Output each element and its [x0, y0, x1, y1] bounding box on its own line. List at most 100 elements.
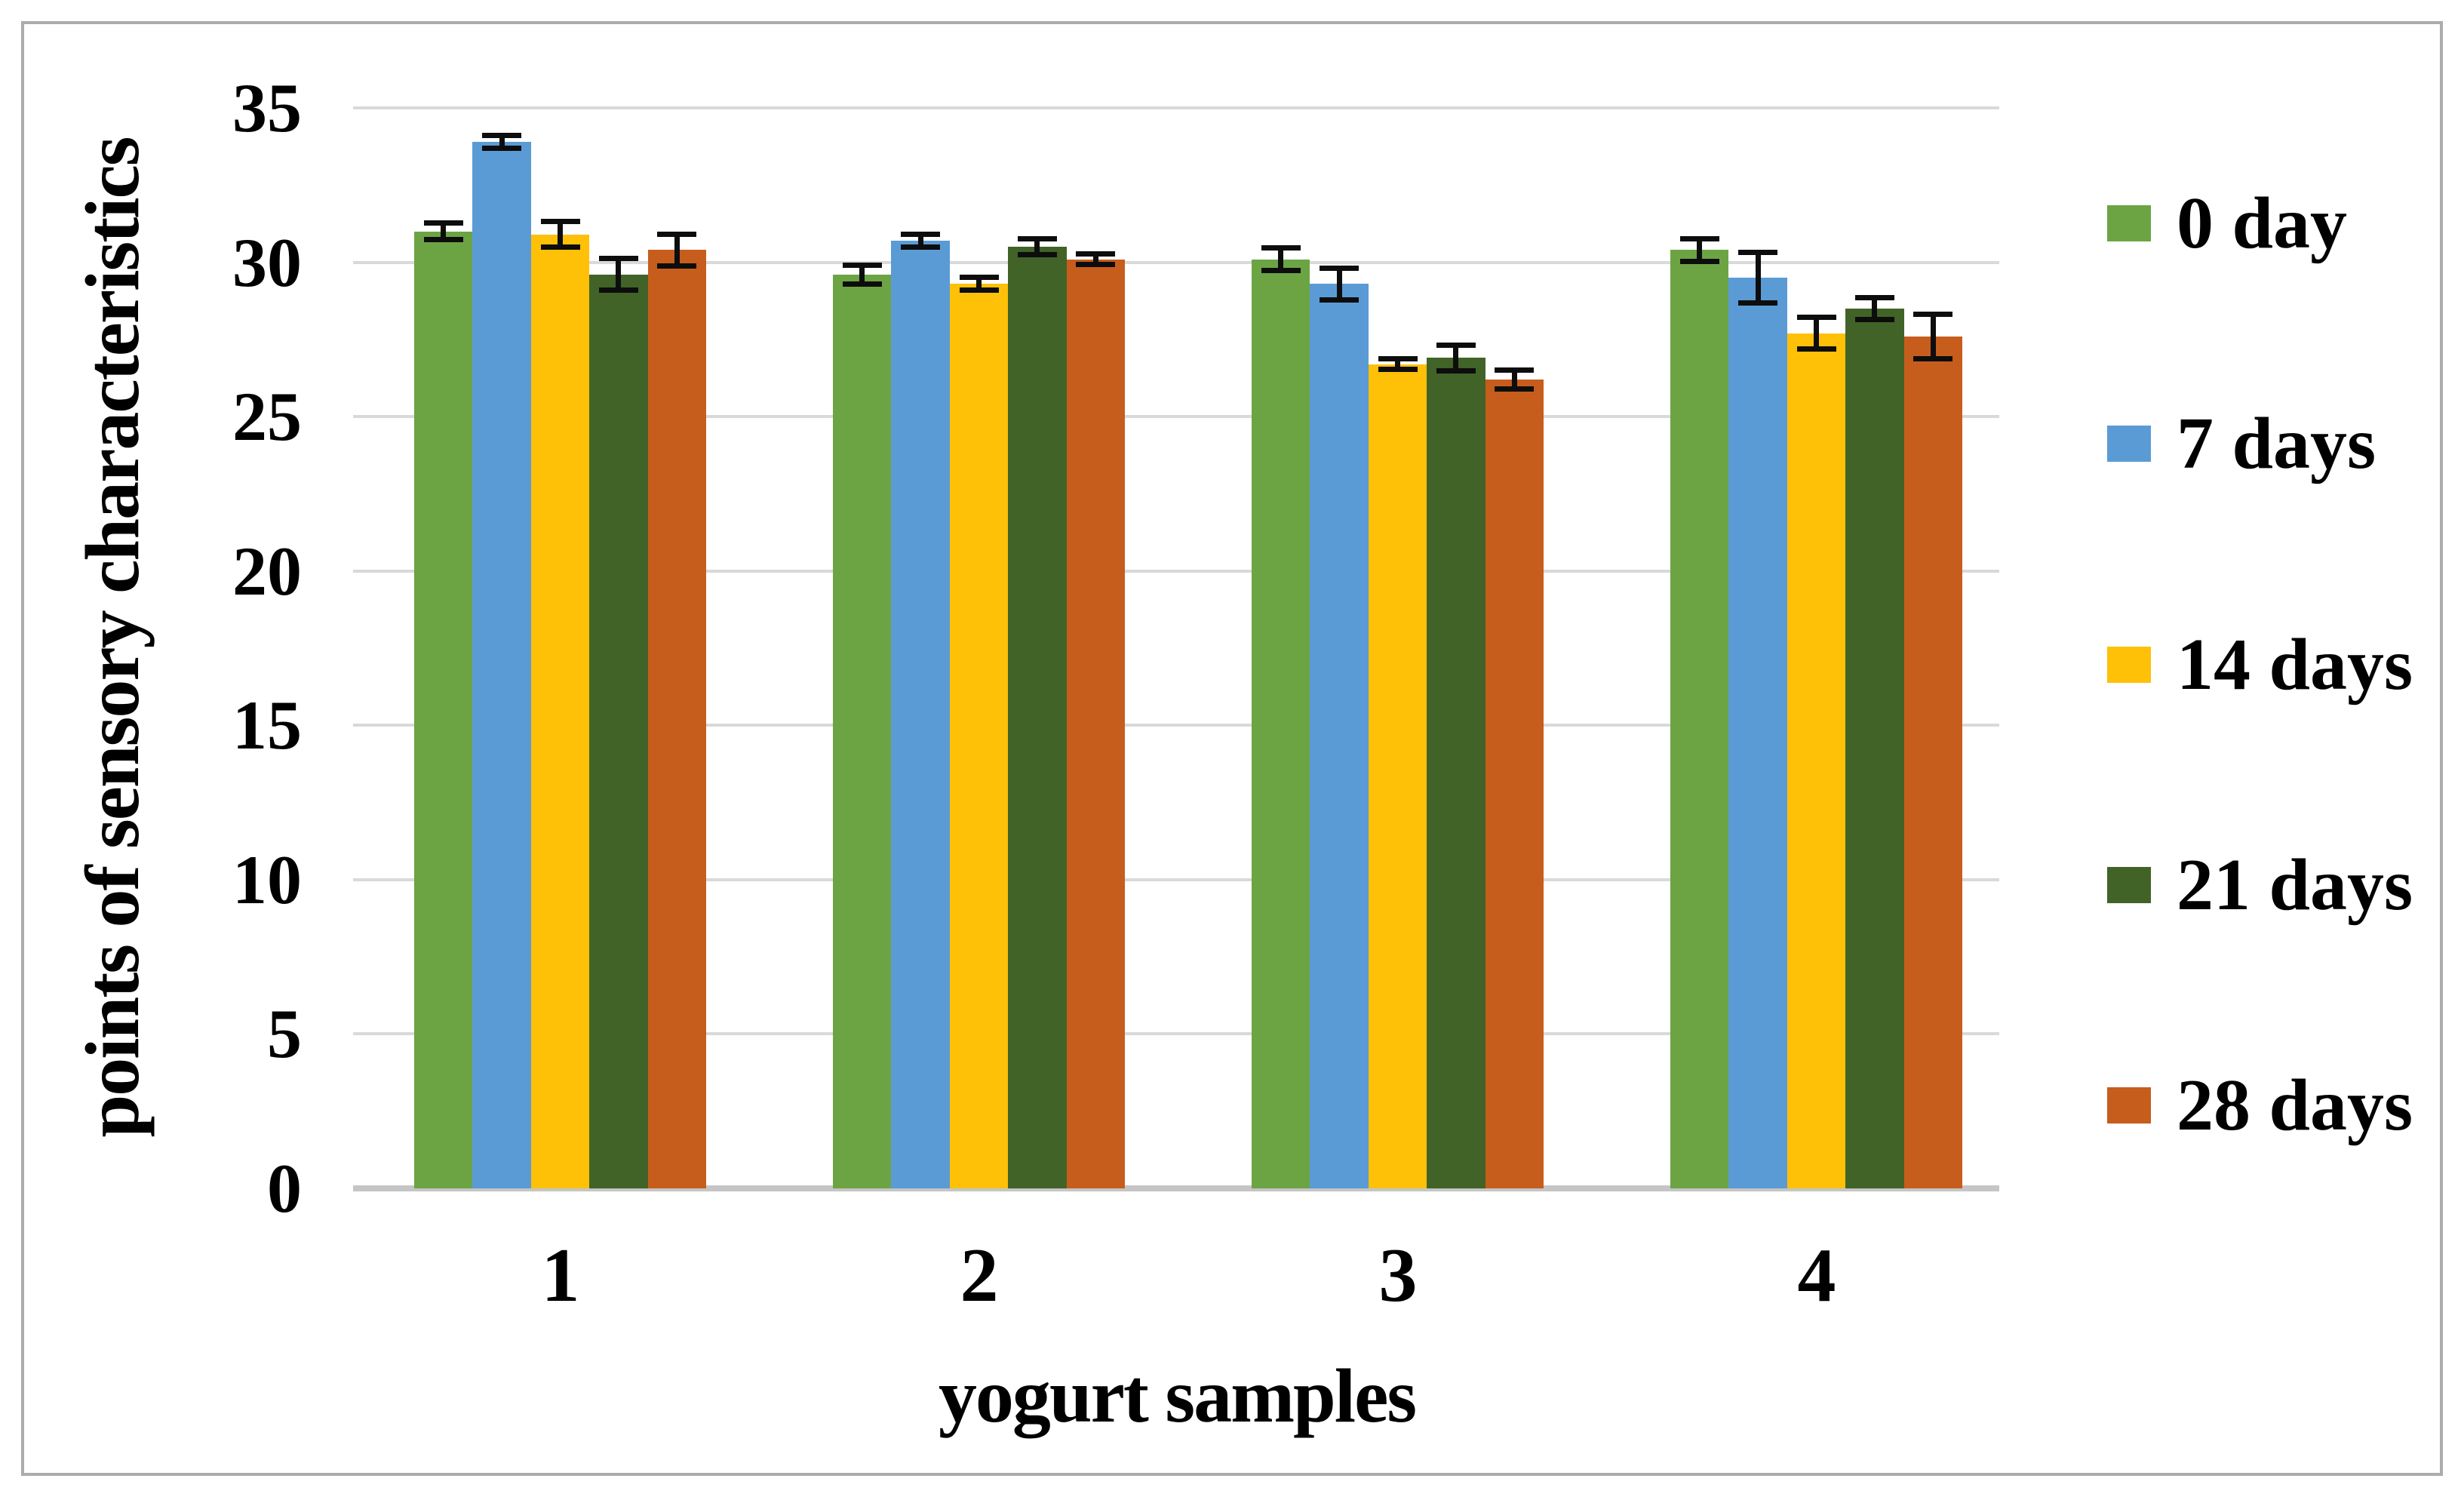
x-category-label-3: 3 — [1378, 1233, 1418, 1318]
error-bar-sample4-14-days — [1796, 315, 1836, 352]
error-bar-cap — [1261, 245, 1301, 251]
bar-sample3-14-days — [1368, 364, 1427, 1188]
legend-label: 7 days — [2177, 403, 2376, 484]
error-bar-stem — [674, 231, 680, 269]
error-bar-cap — [657, 263, 697, 269]
error-bar-sample4-0-day — [1679, 235, 1719, 264]
error-bar-cap — [540, 244, 580, 251]
error-bar-cap — [1378, 356, 1418, 362]
bar-sample4-21-days — [1845, 308, 1904, 1188]
error-bar-cap — [482, 146, 522, 152]
legend-label: 28 days — [2177, 1065, 2413, 1146]
error-bar-stem — [1453, 342, 1459, 373]
error-bar-sample3-14-days — [1378, 356, 1418, 372]
bar-sample3-28-days — [1485, 380, 1544, 1188]
error-bar-cap — [1495, 367, 1535, 373]
bar-sample1-28-days — [647, 250, 706, 1188]
legend-swatch-28-days — [2107, 1087, 2151, 1124]
error-bar-stem — [499, 132, 505, 152]
error-bar-sample4-21-days — [1854, 294, 1894, 323]
error-bar-stem — [1814, 315, 1819, 352]
error-bar-sample1-7-days — [482, 132, 522, 152]
x-axis-title-row: yogurt samples — [0, 1358, 2354, 1435]
error-bar-cap — [1261, 267, 1301, 273]
error-bar-cap — [901, 231, 941, 237]
y-tick-label-0: 0 — [267, 1150, 302, 1227]
error-bar-cap — [1436, 367, 1476, 373]
error-bar-cap — [1913, 312, 1953, 317]
error-bar-stem — [1092, 251, 1098, 267]
bar-sample4-14-days — [1787, 333, 1846, 1188]
error-bar-cap — [598, 287, 638, 294]
bar-sample3-7-days — [1310, 284, 1369, 1188]
error-bar-cap — [1076, 251, 1116, 257]
legend-swatch-7-days — [2107, 426, 2151, 462]
error-bar-stem — [917, 231, 923, 251]
error-bar-stem — [1278, 245, 1284, 273]
error-bar-sample3-0-day — [1261, 245, 1301, 273]
error-bar-sample4-28-days — [1913, 312, 1953, 361]
error-bar-cap — [1738, 250, 1778, 256]
error-bar-stem — [558, 219, 563, 251]
y-tick-label-30: 30 — [232, 223, 302, 301]
error-bar-cap — [1796, 346, 1836, 352]
bar-sample2-0-day — [833, 274, 892, 1188]
error-bar-cap — [540, 219, 580, 225]
error-bar-sample2-21-days — [1017, 235, 1057, 258]
error-bar-cap — [1076, 261, 1116, 267]
error-bar-sample4-7-days — [1738, 250, 1778, 306]
x-axis-baseline — [353, 1185, 1999, 1191]
error-bar-sample3-7-days — [1320, 265, 1360, 303]
error-bar-stem — [1755, 250, 1761, 306]
error-bar-cap — [482, 132, 522, 138]
legend-swatch-14-days — [2107, 647, 2151, 683]
bar-sample1-21-days — [589, 274, 648, 1188]
bar-sample2-14-days — [949, 284, 1009, 1188]
bar-sample1-7-days — [472, 142, 531, 1188]
error-bar-cap — [657, 231, 697, 237]
error-bar-cap — [1913, 355, 1953, 361]
error-bar-cap — [842, 262, 882, 268]
error-bar-stem — [1697, 235, 1703, 264]
error-bar-cap — [1320, 265, 1360, 271]
error-bar-cap — [1378, 366, 1418, 372]
gridline-30 — [353, 260, 1999, 264]
error-bar-cap — [423, 220, 463, 226]
error-bar-cap — [1738, 300, 1778, 306]
bar-sample2-28-days — [1066, 259, 1125, 1188]
gridline-20 — [353, 569, 1999, 573]
y-tick-label-10: 10 — [232, 841, 302, 918]
legend-swatch-0-day — [2107, 205, 2151, 241]
bar-sample3-0-day — [1252, 259, 1310, 1188]
bar-sample4-28-days — [1903, 336, 1962, 1188]
y-tick-label-15: 15 — [232, 687, 302, 764]
bar-sample1-0-day — [414, 231, 473, 1188]
error-bar-cap — [901, 244, 941, 251]
y-tick-label-25: 25 — [232, 378, 302, 456]
error-bar-stem — [976, 274, 982, 294]
error-bar-cap — [1854, 317, 1894, 323]
error-bar-cap — [959, 274, 999, 280]
gridline-35 — [353, 106, 1999, 109]
error-bar-stem — [1872, 294, 1878, 323]
error-bar-stem — [441, 220, 447, 242]
error-bar-sample1-0-day — [423, 220, 463, 242]
error-bar-cap — [1320, 297, 1360, 303]
error-bar-stem — [616, 256, 622, 294]
legend-label: 0 day — [2177, 183, 2348, 264]
error-bar-sample2-0-day — [842, 262, 882, 287]
error-bar-sample1-21-days — [598, 256, 638, 294]
y-tick-label-5: 5 — [267, 995, 302, 1073]
legend-label: 21 days — [2177, 844, 2413, 926]
error-bar-cap — [1017, 235, 1057, 241]
bar-sample4-0-day — [1670, 250, 1729, 1188]
legend: 0 day 7 days 14 days 21 days 28 days — [2107, 0, 2439, 1497]
plot-area — [353, 106, 1999, 1191]
x-axis-title: yogurt samples — [938, 1354, 1417, 1439]
error-bar-cap — [1854, 294, 1894, 300]
error-bar-sample1-28-days — [657, 231, 697, 269]
error-bar-cap — [1017, 252, 1057, 258]
gridline-10 — [353, 878, 1999, 881]
legend-label: 14 days — [2177, 624, 2413, 705]
